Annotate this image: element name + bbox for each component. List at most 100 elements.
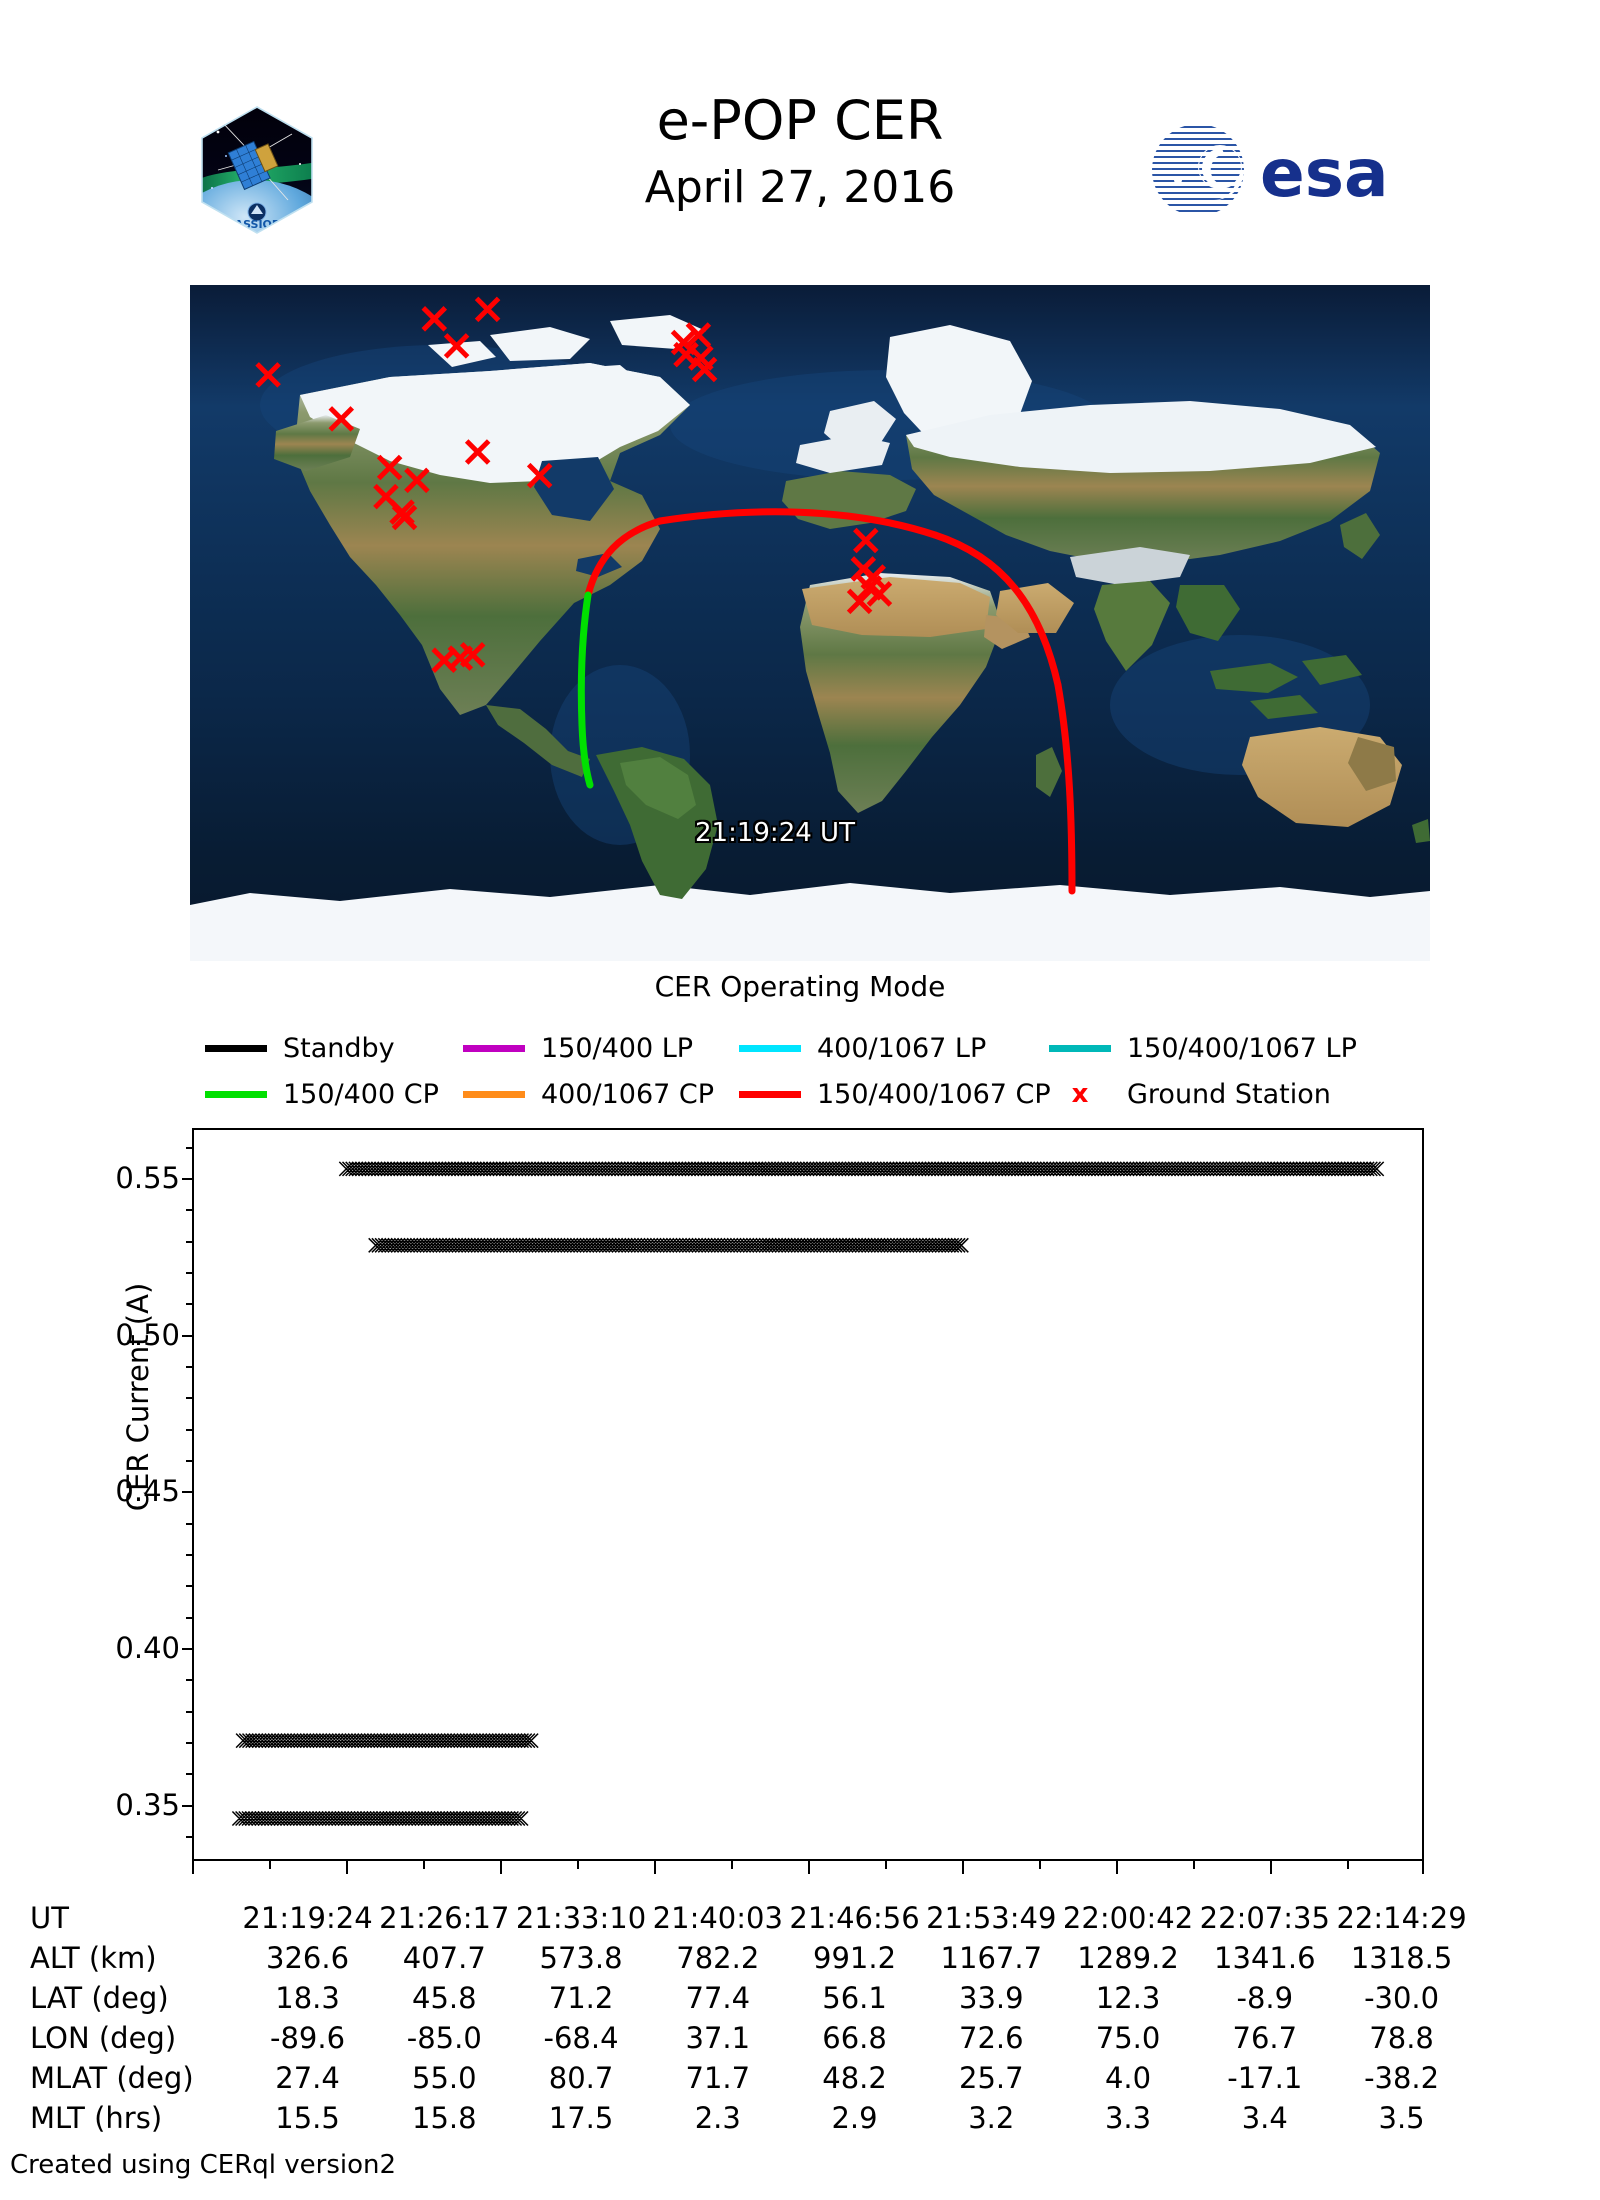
table-cell: 22:14:29	[1336, 1901, 1467, 1935]
legend-swatch-150-400-1067-cp	[739, 1090, 801, 1098]
legend-item-400-1067-lp[interactable]: 400/1067 LP	[739, 1033, 1049, 1064]
table-cell: 37.1	[685, 2021, 751, 2055]
ground-station-marker	[328, 406, 355, 432]
table-cell: 782.2	[676, 1941, 760, 1975]
ground-station-marker	[685, 322, 712, 348]
table-row-label: ALT (km)	[30, 1941, 157, 1975]
table-row-label: MLT (hrs)	[30, 2101, 163, 2135]
world-map[interactable]: 21:19:24 UT 22:14:29 UT	[190, 285, 1430, 961]
y-tick-major	[182, 1804, 193, 1807]
table-cell: 15.5	[275, 2101, 340, 2135]
table-cell: -30.0	[1364, 1981, 1440, 2015]
legend-label-standby: Standby	[283, 1032, 395, 1064]
table-cell: 18.3	[275, 1981, 340, 2015]
ephemeris-table-body: UT 21:19:24 21:26:17 21:33:10 21:40:03 21:46:…	[30, 1898, 1470, 2138]
y-tick-minor	[186, 1366, 193, 1369]
ground-station-marker	[464, 439, 491, 465]
x-tick-major	[346, 1861, 348, 1874]
x-tick-minor	[423, 1861, 425, 1869]
legend-item-150-400-cp[interactable]: 150/400 CP	[205, 1079, 463, 1110]
table-row: UT 21:19:24 21:26:17 21:33:10 21:40:03 21:46:…	[30, 1898, 1470, 1938]
table-cell: 3.5	[1378, 2101, 1425, 2135]
y-tick-minor	[186, 1835, 193, 1838]
table-cell: 22:00:42	[1062, 1901, 1194, 1935]
ground-station-marker	[421, 306, 448, 332]
y-tick-minor	[186, 1209, 193, 1212]
legend: Standby 150/400 LP 400/1067 LP 150/400/1…	[205, 1025, 1415, 1117]
table-row-label: UT	[30, 1901, 69, 1935]
table-cell: 27.4	[275, 2061, 340, 2095]
legend-item-400-1067-cp[interactable]: 400/1067 CP	[463, 1079, 739, 1110]
table-cell: 77.4	[685, 1981, 751, 2015]
legend-swatch-standby	[205, 1044, 267, 1052]
table-cell: 1167.7	[940, 1941, 1043, 1975]
table-cell: 21:53:49	[926, 1901, 1057, 1935]
table-row: ALT (km) 326.6 407.7 573.8 782.2 991.2 1167.7 1…	[30, 1938, 1470, 1978]
page-date: April 27, 2016	[644, 162, 956, 213]
table-cell: 55.0	[412, 2061, 477, 2095]
footer-credit: Created using CERql version2	[10, 2150, 397, 2180]
table-cell: 71.2	[548, 1981, 614, 2015]
table-cell: 76.7	[1232, 2021, 1298, 2055]
scatter-band	[231, 1810, 529, 1827]
legend-title: CER Operating Mode	[654, 970, 946, 1003]
legend-label-150-400-1067-lp: 150/400/1067 LP	[1127, 1032, 1357, 1064]
table-cell: 22:07:35	[1199, 1901, 1330, 1935]
table-cell: 17.5	[548, 2101, 614, 2135]
cassiope-logo-text: CASSIOPE	[227, 218, 288, 231]
legend-item-standby[interactable]: Standby	[205, 1033, 463, 1064]
legend-row-1: Standby 150/400 LP 400/1067 LP 150/400/1…	[205, 1025, 1415, 1071]
x-tick-minor	[1193, 1861, 1195, 1869]
table-cell: -89.6	[270, 2021, 346, 2055]
table-cell: 45.8	[412, 1981, 477, 2015]
y-tick-minor	[186, 1522, 193, 1525]
y-tick-minor	[186, 1240, 193, 1243]
table-cell: 326.6	[266, 1941, 350, 1975]
legend-label-400-1067-lp: 400/1067 LP	[817, 1032, 987, 1064]
table-row: LAT (deg) 18.3 45.8 71.2 77.4 56.1 33.9 12.3 -8.…	[30, 1978, 1470, 2018]
ground-station-marker	[846, 588, 873, 615]
ground-station-marker	[691, 356, 718, 383]
x-tick-minor	[1039, 1861, 1041, 1869]
table-cell: -8.9	[1236, 1981, 1294, 2015]
table-cell: 991.2	[813, 1941, 897, 1975]
table-cell: -85.0	[406, 2021, 482, 2055]
ground-station-marker	[853, 527, 879, 554]
legend-swatch-150-400-1067-lp	[1049, 1044, 1111, 1052]
legend-item-150-400-1067-cp[interactable]: 150/400/1067 CP	[739, 1078, 1051, 1110]
legend-label-150-400-cp: 150/400 CP	[283, 1078, 439, 1110]
table-cell: 21:46:56	[789, 1901, 920, 1935]
table-cell: -68.4	[543, 2021, 619, 2055]
y-tick-minor	[186, 1616, 193, 1619]
y-tick-minor	[186, 1272, 193, 1275]
track-start-label: 21:19:24 UT	[695, 818, 855, 848]
x-tick-major	[654, 1861, 656, 1874]
y-tick-label: 0.40	[115, 1630, 180, 1665]
legend-item-150-400-1067-lp[interactable]: 150/400/1067 LP	[1049, 1033, 1357, 1064]
legend-item-ground-station[interactable]: x Ground Station	[1049, 1079, 1331, 1110]
legend-item-150-400-lp[interactable]: 150/400 LP	[463, 1033, 739, 1064]
scatter-band	[338, 1161, 1385, 1177]
legend-label-150-400-1067-cp: 150/400/1067 CP	[817, 1078, 1051, 1110]
table-row-label: MLAT (deg)	[30, 2061, 194, 2095]
table-cell: 1318.5	[1350, 1941, 1453, 1975]
scatter-plot[interactable]	[192, 1128, 1424, 1861]
scatter-layer	[231, 1161, 1385, 1827]
table-cell: 21:26:17	[379, 1901, 510, 1935]
cassiope-logo: CASSIOPE	[201, 106, 313, 234]
table-cell: 25.7	[959, 2061, 1024, 2095]
x-tick-major	[1116, 1861, 1118, 1874]
x-tick-major	[500, 1861, 502, 1874]
ground-station-marker	[376, 454, 403, 481]
y-tick-minor	[186, 1585, 193, 1588]
title-block: e-POP CER April 27, 2016	[400, 90, 1200, 216]
table-cell: 48.2	[822, 2061, 887, 2095]
page-title: e-POP CER	[656, 89, 944, 152]
y-tick-major	[182, 1647, 193, 1650]
table-row-label: LON (deg)	[30, 2021, 177, 2055]
y-tick-minor	[186, 1428, 193, 1431]
y-tick-minor	[186, 1773, 193, 1776]
ground-station-marker	[255, 362, 281, 388]
table-cell: 15.8	[412, 2101, 477, 2135]
y-tick-minor	[186, 1397, 193, 1400]
